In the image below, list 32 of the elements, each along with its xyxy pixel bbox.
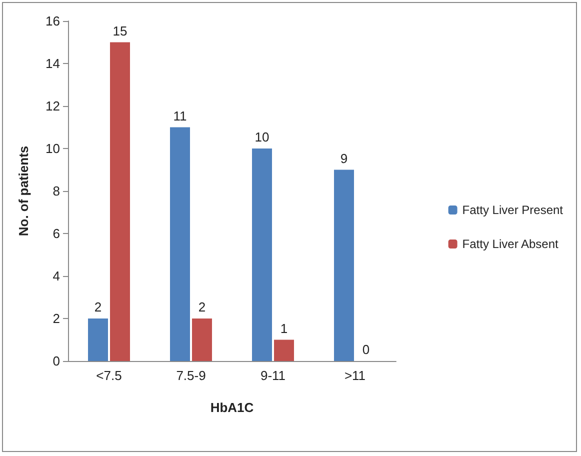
y-axis-title: No. of patients xyxy=(16,146,31,236)
legend-label: Fatty Liver Absent xyxy=(462,237,560,251)
y-tick-label: 12 xyxy=(46,98,60,114)
data-label: 15 xyxy=(112,23,128,38)
y-tick-label: 10 xyxy=(46,141,60,156)
data-label: 10 xyxy=(254,130,270,144)
x-tick-label: >11 xyxy=(344,368,366,383)
bar xyxy=(88,318,108,361)
data-label: 9 xyxy=(340,150,348,166)
y-tick-label: 14 xyxy=(46,56,60,71)
bar xyxy=(170,127,190,361)
y-tick-label: 8 xyxy=(52,184,60,198)
y-tick-label: 2 xyxy=(52,311,60,326)
x-tick-label: <7.5 xyxy=(96,368,122,383)
data-label: 2 xyxy=(198,300,206,314)
y-tick-label: 0 xyxy=(52,354,60,368)
bar xyxy=(110,42,130,361)
legend-label: Fatty Liver Present xyxy=(462,203,564,217)
bar xyxy=(192,318,212,361)
data-label: 2 xyxy=(94,300,102,314)
x-tick-label: 7.5-9 xyxy=(176,368,206,383)
data-label: 1 xyxy=(280,320,288,336)
data-label: 11 xyxy=(173,108,187,124)
y-tick-label: 6 xyxy=(52,226,60,241)
bar xyxy=(334,170,354,361)
bar xyxy=(274,340,294,361)
x-tick-label: 9-11 xyxy=(260,368,286,383)
x-axis-title: HbA1C xyxy=(210,400,254,415)
y-tick-label: 16 xyxy=(46,14,60,28)
data-label: 0 xyxy=(362,342,370,357)
y-tick-label: 4 xyxy=(52,268,60,284)
bar xyxy=(252,148,272,361)
